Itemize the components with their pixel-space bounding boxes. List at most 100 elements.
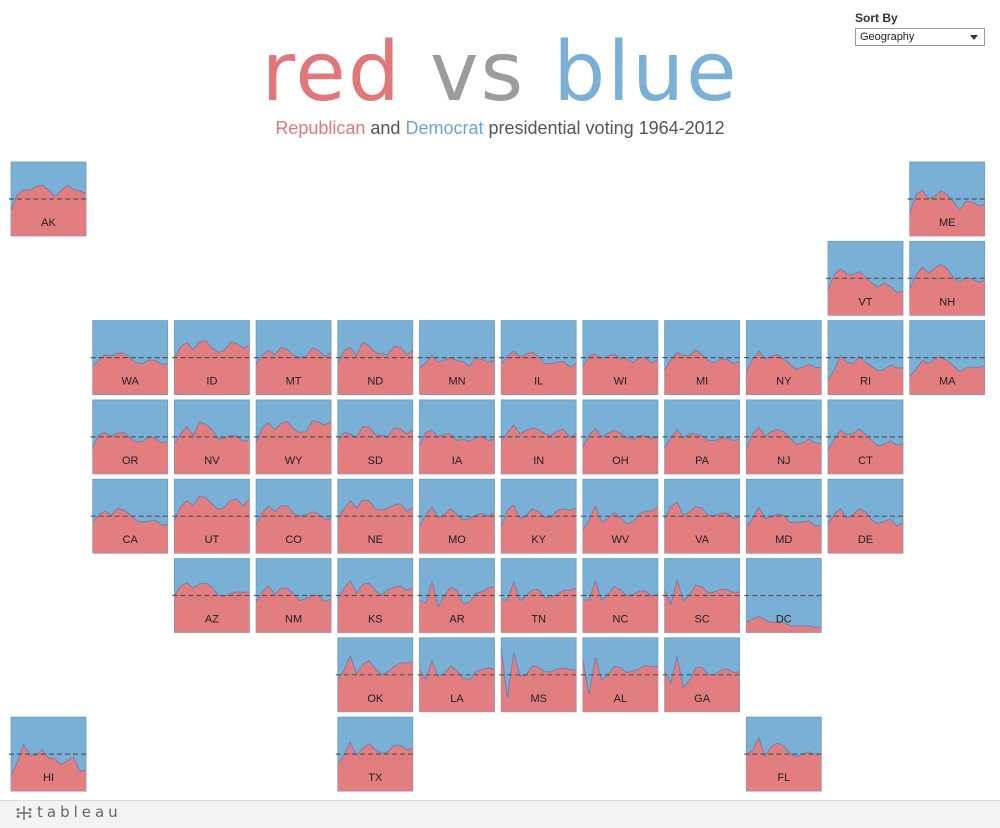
state-tile-nm[interactable]: NM: [254, 558, 334, 633]
republican-area: [582, 580, 658, 633]
state-label: MA: [939, 376, 956, 388]
state-tile-vt[interactable]: VT: [826, 240, 905, 316]
state-tile-ga[interactable]: GA: [662, 637, 742, 713]
state-label: IL: [534, 376, 543, 388]
state-tile-ma[interactable]: MA: [907, 320, 987, 396]
state-tile-wi[interactable]: WI: [580, 320, 660, 396]
state-tile-nd[interactable]: ND: [335, 320, 415, 396]
state-label: NE: [368, 534, 383, 546]
state-label: ID: [206, 376, 217, 388]
state-tile-ar[interactable]: AR: [417, 558, 497, 633]
state-label: VT: [858, 296, 872, 308]
state-tile-sd[interactable]: SD: [335, 399, 415, 475]
state-tile-nj[interactable]: NJ: [744, 399, 824, 475]
state-tile-mn[interactable]: MN: [417, 320, 497, 396]
state-tile-ak[interactable]: AK: [9, 161, 88, 237]
state-label: VA: [695, 534, 710, 546]
republican-area: [256, 420, 332, 474]
republican-area: [501, 582, 577, 633]
title-word-vs: vs: [429, 25, 526, 120]
republican-area: [11, 184, 86, 236]
state-tile-nv[interactable]: NV: [172, 399, 252, 475]
state-tile-or[interactable]: OR: [90, 399, 170, 475]
state-tile-dc[interactable]: DC: [744, 558, 824, 633]
state-label: MD: [775, 534, 792, 546]
state-tile-de[interactable]: DE: [826, 478, 905, 554]
state-tile-mo[interactable]: MO: [417, 478, 497, 554]
state-tile-tx[interactable]: TX: [335, 716, 415, 792]
vote-share-line: [582, 504, 659, 530]
state-tile-ne[interactable]: NE: [335, 478, 415, 554]
state-tile-mi[interactable]: MI: [662, 320, 742, 396]
state-label: MI: [696, 376, 708, 388]
republican-area: [256, 347, 332, 395]
state-tile-ky[interactable]: KY: [499, 478, 579, 554]
state-label: GA: [694, 693, 711, 705]
vote-share-line: [501, 580, 577, 602]
state-tile-az[interactable]: AZ: [172, 558, 252, 633]
state-tile-in[interactable]: IN: [499, 399, 579, 475]
state-tile-oh[interactable]: OH: [580, 399, 660, 475]
state-tile-fl[interactable]: FL: [744, 716, 824, 792]
state-label: NJ: [777, 455, 790, 467]
republican-area: [664, 350, 740, 395]
state-label: ND: [367, 376, 383, 388]
state-tile-sc[interactable]: SC: [662, 558, 742, 633]
state-tile-ut[interactable]: UT: [172, 478, 252, 554]
vote-share-line: [664, 428, 740, 449]
vote-share-line: [827, 428, 904, 451]
state-tile-pa[interactable]: PA: [662, 399, 742, 475]
state-tile-nc[interactable]: NC: [580, 558, 660, 633]
tableau-brand[interactable]: tableau: [37, 803, 122, 821]
vote-share-line: [337, 579, 413, 600]
state-tile-ct[interactable]: CT: [826, 399, 905, 475]
state-tile-wv[interactable]: WV: [580, 478, 660, 554]
state-tile-ri[interactable]: RI: [826, 320, 905, 396]
state-label: OR: [122, 455, 139, 467]
vote-share-line: [827, 508, 904, 527]
state-tile-tn[interactable]: TN: [499, 558, 579, 633]
state-tile-ms[interactable]: MS: [499, 637, 579, 713]
vote-share-line: [337, 341, 414, 364]
state-tile-me[interactable]: ME: [907, 161, 987, 237]
state-tile-ia[interactable]: IA: [417, 399, 497, 475]
vote-share-line: [664, 578, 740, 606]
state-tile-ks[interactable]: KS: [335, 558, 415, 633]
state-tile-il[interactable]: IL: [499, 320, 579, 396]
vote-share-line: [337, 741, 413, 764]
sort-by-label: Sort By: [855, 11, 898, 25]
state-label: FL: [777, 772, 790, 784]
vote-share-line: [909, 263, 985, 289]
state-tile-wy[interactable]: WY: [254, 399, 334, 475]
vote-share-line: [419, 429, 495, 446]
vote-share-line: [582, 579, 658, 601]
state-tile-ny[interactable]: NY: [744, 320, 824, 396]
state-tile-la[interactable]: LA: [417, 637, 497, 713]
state-tile-co[interactable]: CO: [254, 478, 334, 554]
chevron-down-icon[interactable]: [970, 35, 978, 40]
state-label: WV: [612, 534, 630, 546]
republican-area: [664, 579, 740, 633]
republican-area: [828, 268, 903, 316]
state-tile-wa[interactable]: WA: [90, 320, 170, 396]
sort-by-dropdown[interactable]: Geography: [855, 28, 985, 46]
republican-area: [92, 353, 168, 395]
state-tile-id[interactable]: ID: [172, 320, 252, 396]
subtitle-and: and: [370, 118, 401, 138]
state-tile-map: AK ME VT NH WA ID MT ND MN IL WI MI NY RI MA OR NV WY SD IA…: [9, 161, 987, 792]
tableau-logo-icon[interactable]: [14, 805, 34, 821]
state-label: ME: [939, 217, 956, 229]
state-tile-mt[interactable]: MT: [254, 320, 334, 396]
state-tile-md[interactable]: MD: [744, 478, 824, 554]
state-label: TX: [368, 772, 383, 784]
state-tile-ok[interactable]: OK: [335, 637, 415, 713]
state-tile-al[interactable]: AL: [580, 637, 660, 713]
vote-share-line: [337, 655, 413, 680]
state-tile-hi[interactable]: HI: [9, 716, 88, 792]
state-tile-va[interactable]: VA: [662, 478, 742, 554]
state-label: NV: [204, 455, 220, 467]
republican-area: [256, 505, 332, 554]
republican-area: [909, 264, 985, 316]
state-tile-ca[interactable]: CA: [90, 478, 170, 554]
state-tile-nh[interactable]: NH: [907, 240, 987, 316]
